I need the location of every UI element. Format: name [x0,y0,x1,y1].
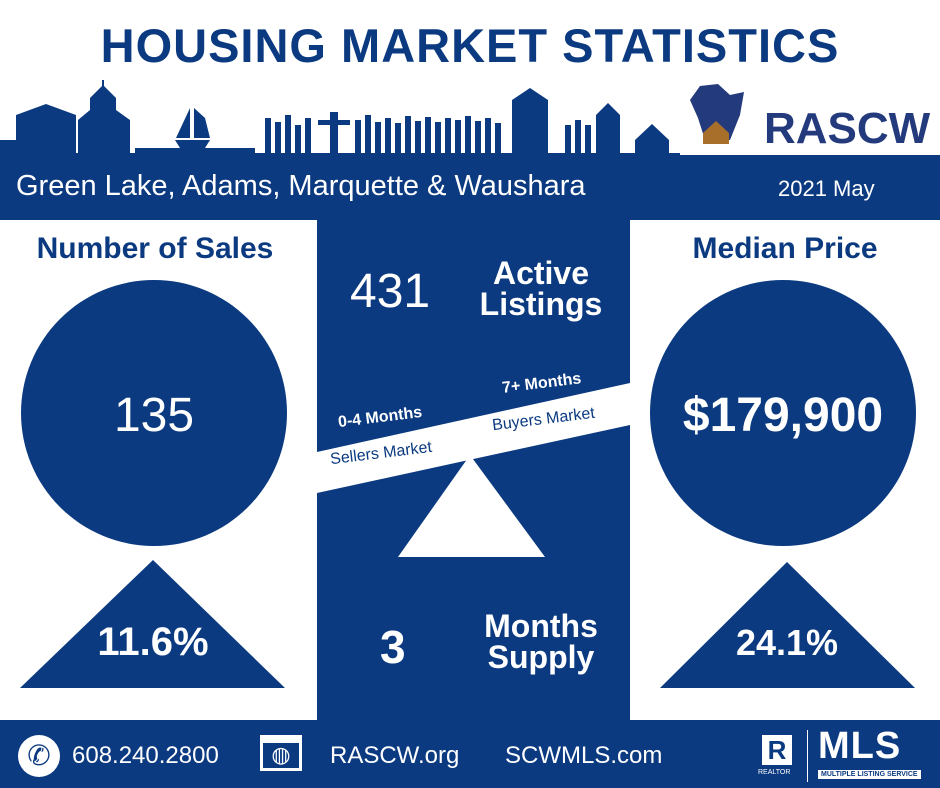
mls-subtitle: MULTIPLE LISTING SERVICE [818,770,921,779]
sales-value: 135 [113,389,195,442]
phone-icon: ✆ [18,735,60,777]
mls-logo: MLS [818,725,902,767]
supply-label-line-2: Supply [487,639,595,675]
wheat-illustration [265,115,591,155]
page-title: HOUSING MARKET STATISTICS [100,19,840,72]
sales-change: 11.6% [97,620,209,664]
sales-circle [21,280,287,546]
town-skyline-illustration [0,80,669,155]
realtor-r-logo: R [762,735,792,765]
period-label: 2021 May [778,176,875,201]
supply-value: 3 [380,621,406,673]
rascw-link[interactable]: RASCW.org [330,742,460,769]
price-circle [650,280,916,546]
listings-value: 431 [350,265,431,318]
rascw-logo-text: RASCW [764,104,931,153]
scwmls-link[interactable]: SCWMLS.com [505,742,663,769]
listings-label: Active Listings [470,255,612,322]
price-heading: Median Price [692,232,878,265]
supply-label: Months Supply [470,608,612,675]
house-logo-icon [703,121,729,144]
phone-number[interactable]: 608.240.2800 [72,742,219,769]
web-globe-icon: ◍ [260,735,302,771]
sales-heading: Number of Sales [36,232,274,265]
supply-label-line-1: Months [484,608,598,644]
price-value: $179,900 [682,389,884,442]
region-label: Green Lake, Adams, Marquette & Waushara [16,170,586,202]
sales-change-triangle [20,560,285,688]
footer-divider [807,730,808,782]
listings-label-line-2: Listings [479,286,603,322]
wisconsin-map-logo [690,84,744,140]
realtor-label: REALTOR [758,769,791,776]
region-band [0,155,940,220]
price-change-triangle [660,562,915,688]
price-change: 24.1% [735,622,839,663]
listings-label-line-1: Active [492,255,590,291]
